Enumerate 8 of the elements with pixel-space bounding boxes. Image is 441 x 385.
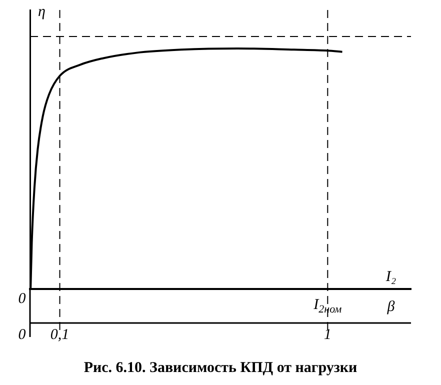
x-tick-label: 1 [324, 326, 332, 343]
annotation: 0 [18, 290, 26, 307]
x-axis-title: β [386, 298, 396, 315]
x-tick-label: 0 [18, 326, 26, 343]
x2-axis-title: I₂ [384, 268, 396, 285]
x-tick-label: 0,1 [50, 326, 70, 343]
text: Рис. 6.10. Зависимость КПД от нагрузки [84, 360, 358, 376]
y-axis-title: η [38, 4, 46, 20]
